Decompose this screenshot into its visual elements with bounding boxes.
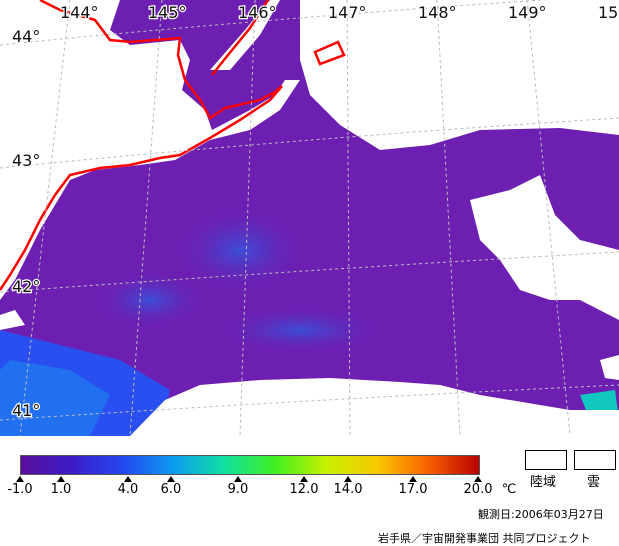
colorbar-tick-label: 12.0 xyxy=(289,482,319,497)
cloud-legend-label: 雲 xyxy=(587,475,601,490)
colorbar-tick-label: 14.0 xyxy=(333,482,363,497)
graticule xyxy=(0,0,619,436)
colorbar-tick-mark xyxy=(167,476,175,482)
coastline xyxy=(211,0,270,76)
cloud-cover xyxy=(300,0,619,150)
lat-label: 43° xyxy=(12,151,40,170)
cloud-cover xyxy=(600,355,619,380)
sst-map: 144° 145° 146° 147° 148° 149° 15 44° 43°… xyxy=(0,0,619,436)
lon-label: 144° xyxy=(60,3,99,22)
colorbar-tick-mark xyxy=(234,476,242,482)
credit-text: 岩手県／宇宙開発事業団 共同プロジェクト xyxy=(378,532,591,545)
colorbar-tick-label: -1.0 xyxy=(7,482,33,497)
colorbar-tick-mark xyxy=(16,476,24,482)
land-mass xyxy=(0,0,300,300)
temperature-colorbar xyxy=(20,455,480,475)
observation-date: 観測日:2006年03月27日 xyxy=(478,508,604,521)
lon-label: 15 xyxy=(598,3,618,22)
colorbar-tick-mark xyxy=(474,476,482,482)
colorbar-tick-label: 17.0 xyxy=(398,482,428,497)
colorbar-tick-mark xyxy=(409,476,417,482)
lon-label: 147° xyxy=(328,3,367,22)
lon-label: 148° xyxy=(418,3,457,22)
colorbar-unit: ℃ xyxy=(501,482,517,497)
colorbar-tick-mark xyxy=(300,476,308,482)
lat-label: 42° xyxy=(12,277,40,296)
lon-label: 149° xyxy=(508,3,547,22)
coastline xyxy=(0,0,283,291)
colorbar-tick-label: 6.0 xyxy=(160,482,182,497)
colorbar-tick-mark xyxy=(344,476,352,482)
colorbar-tick-mark xyxy=(124,476,132,482)
cloud-cover xyxy=(470,175,619,320)
cloud-legend-swatch xyxy=(574,450,616,470)
cold-water-eddy xyxy=(210,305,390,355)
land-legend-swatch xyxy=(525,450,567,470)
colorbar-tick-label: 4.0 xyxy=(117,482,139,497)
colorbar-tick-label: 20.0 xyxy=(463,482,493,497)
land-legend-label: 陸域 xyxy=(530,475,557,490)
colorbar-tick-label: 9.0 xyxy=(227,482,249,497)
lon-label: 146° xyxy=(238,3,277,22)
lat-label: 44° xyxy=(12,27,40,46)
cold-water-eddy xyxy=(90,270,210,330)
colorbar-tick-mark xyxy=(57,476,65,482)
cloud-cover xyxy=(130,378,619,436)
cloud-cover xyxy=(0,310,25,330)
cold-water-eddy xyxy=(170,205,310,295)
colorbar-tick-label: 1.0 xyxy=(50,482,72,497)
coastline xyxy=(313,40,346,66)
lat-label: 41° xyxy=(12,401,40,420)
lon-label: 145° xyxy=(148,3,187,22)
